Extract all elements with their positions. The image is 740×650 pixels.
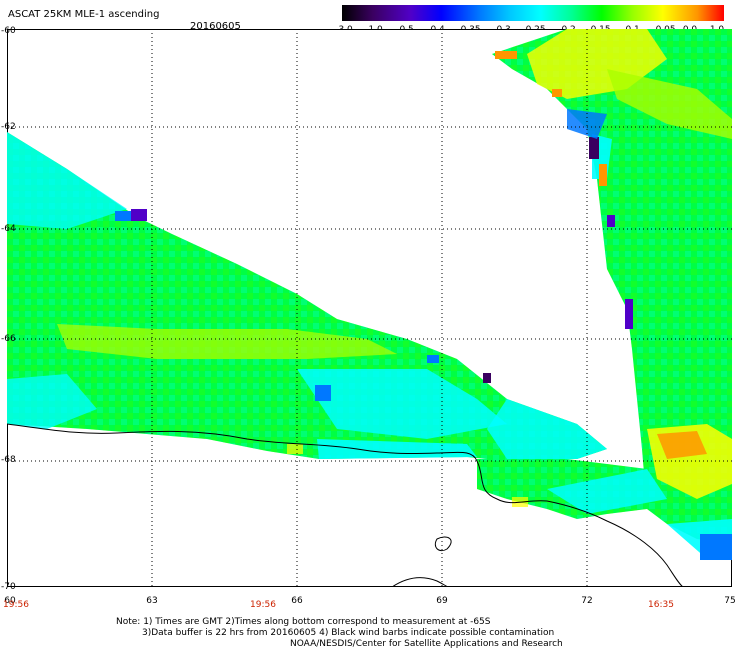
time-label: 16:35 <box>648 600 674 610</box>
lat-label: -60 <box>1 26 16 36</box>
note-line-2: 3)Data buffer is 22 hrs from 20160605 4)… <box>142 628 555 638</box>
coastline <box>7 423 684 587</box>
map-title: ASCAT 25KM MLE-1 ascending <box>8 9 160 20</box>
time-label: 19:56 <box>3 600 29 610</box>
lon-label: 66 <box>291 596 303 606</box>
lon-label: 60 <box>4 596 16 606</box>
lat-label: -64 <box>1 224 16 234</box>
lat-label: -70 <box>1 582 16 592</box>
left-swath <box>7 132 607 459</box>
map-plot <box>7 29 732 587</box>
graticule <box>7 29 732 587</box>
island <box>434 536 452 552</box>
lon-label: 69 <box>436 596 448 606</box>
colorbar <box>342 5 724 21</box>
center-swath <box>477 459 667 519</box>
note-line-1: Note: 1) Times are GMT 2)Times along bot… <box>116 617 491 627</box>
lon-label: 63 <box>146 596 158 606</box>
right-swath <box>492 29 732 560</box>
lat-label: -62 <box>1 122 16 132</box>
time-label: 19:56 <box>250 600 276 610</box>
lon-label: 72 <box>581 596 593 606</box>
map-date: 20160605 <box>190 21 241 32</box>
lat-label: -66 <box>1 334 16 344</box>
coastline-south <box>391 577 450 587</box>
note-line-3: NOAA/NESDIS/Center for Satellite Applica… <box>290 639 563 649</box>
lat-label: -68 <box>1 455 16 465</box>
lon-label: 75 <box>724 596 736 606</box>
